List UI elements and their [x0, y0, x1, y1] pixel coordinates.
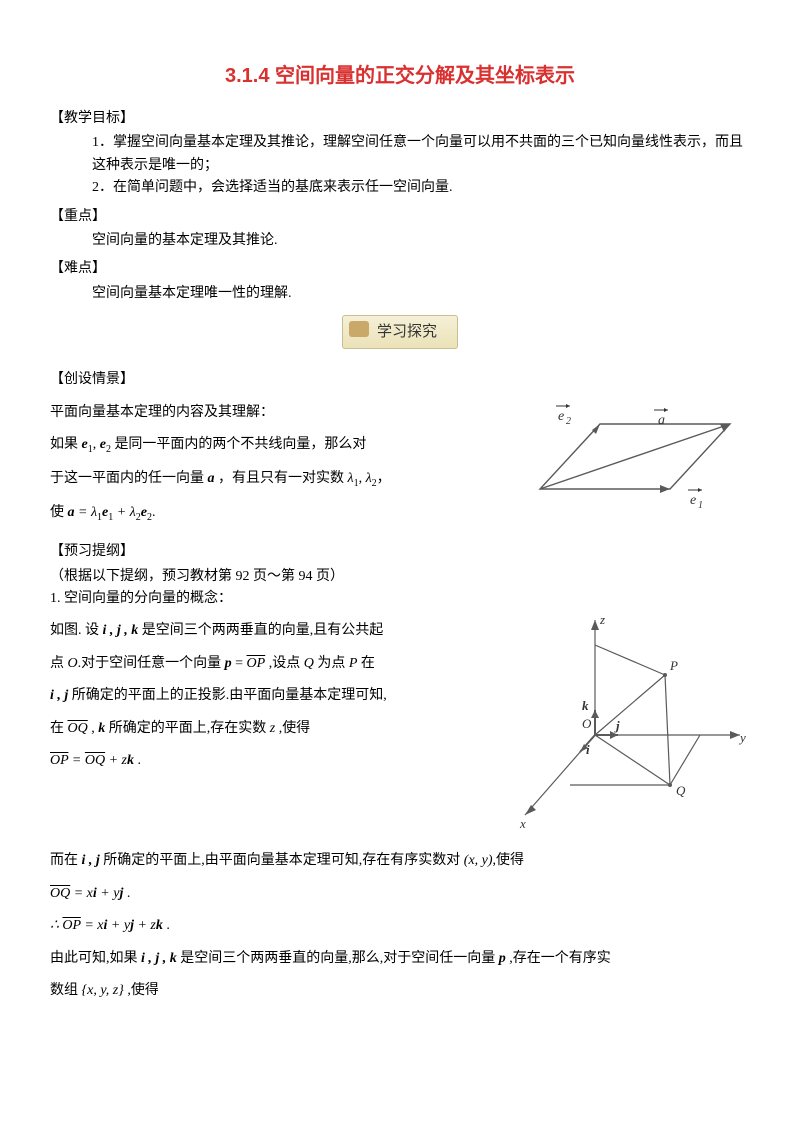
- svg-text:a: a: [658, 413, 665, 428]
- hard-text: 空间向量基本定理唯一性的理解.: [92, 283, 750, 305]
- label-preview: 【预习提纲】: [50, 541, 750, 563]
- label-hard: 【难点】: [50, 258, 750, 280]
- svg-text:2: 2: [566, 416, 571, 427]
- svg-text:x: x: [519, 816, 526, 831]
- svg-text:k: k: [582, 698, 589, 713]
- svg-text:i: i: [586, 742, 590, 757]
- svg-text:y: y: [738, 730, 746, 745]
- svg-text:O: O: [582, 716, 592, 731]
- svg-text:z: z: [599, 612, 605, 627]
- label-key: 【重点】: [50, 206, 750, 228]
- label-scene: 【创设情景】: [50, 369, 750, 391]
- badge-wrap: 学习探究: [50, 315, 750, 349]
- study-badge: 学习探究: [342, 315, 458, 349]
- svg-text:e: e: [558, 409, 564, 424]
- axes-3d-diagram: z y x O P Q k j i: [500, 610, 750, 840]
- key-text: 空间向量的基本定理及其推论.: [92, 230, 750, 252]
- p6: 由此可知,如果 i , j , k 是空间三个两两垂直的向量,那么,对于空间任一…: [50, 948, 750, 970]
- svg-text:e: e: [690, 493, 696, 508]
- preview-ref: （根据以下提纲，预习教材第 92 页～第 94 页）: [50, 566, 750, 588]
- svg-text:1: 1: [698, 500, 703, 511]
- parallelogram-diagram: e1 e2 a: [520, 394, 750, 524]
- goal-2: 2．在简单问题中，会选择适当的基底来表示任一空间向量.: [92, 177, 750, 199]
- eq2: OQ = xi + yj .: [50, 883, 750, 905]
- p5: 而在 i , j 所确定的平面上,由平面向量基本定理可知,存在有序实数对 (x,…: [50, 850, 750, 872]
- svg-text:j: j: [614, 718, 620, 733]
- eq3: ∴ OP = xi + yj + zk .: [50, 915, 750, 937]
- label-goal: 【教学目标】: [50, 108, 750, 130]
- page-title: 3.1.4 空间向量的正交分解及其坐标表示: [50, 60, 750, 92]
- goal-1: 1．掌握空间向量基本定理及其推论，理解空间任意一个向量可以用不共面的三个已知向量…: [92, 132, 750, 177]
- preview-h1: 1. 空间向量的分向量的概念：: [50, 588, 750, 610]
- svg-text:P: P: [669, 658, 678, 673]
- svg-text:Q: Q: [676, 783, 686, 798]
- p7: 数组 {x, y, z} ,使得: [50, 980, 750, 1002]
